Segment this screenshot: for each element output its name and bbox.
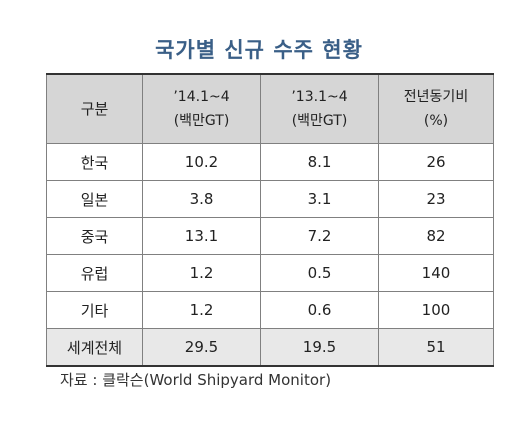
total-2013-value: 19.5 bbox=[260, 328, 379, 367]
header-2014: ’14.1~4 (백만GT) bbox=[142, 73, 261, 144]
table-row: 일본 3.8 3.1 23 bbox=[46, 180, 494, 218]
table-row: 유럽 1.2 0.5 140 bbox=[46, 254, 494, 292]
header-2013-period: ’13.1~4 bbox=[291, 89, 348, 105]
row-yoy-value: 100 bbox=[378, 291, 494, 329]
row-yoy-value: 82 bbox=[378, 217, 494, 255]
row-2013-value: 3.1 bbox=[260, 180, 379, 218]
row-yoy-value: 23 bbox=[378, 180, 494, 218]
row-country: 일본 bbox=[46, 180, 143, 218]
header-2013-unit: (백만GT) bbox=[291, 113, 348, 129]
total-label: 세계전체 bbox=[46, 328, 143, 367]
row-2014-value: 10.2 bbox=[142, 143, 261, 181]
row-2014-value: 1.2 bbox=[142, 291, 261, 329]
header-category-label: 구분 bbox=[80, 100, 109, 118]
source-note: 자료 : 클락슨(World Shipyard Monitor) bbox=[60, 371, 332, 389]
header-yoy-unit: (%) bbox=[423, 113, 449, 129]
row-yoy-value: 26 bbox=[378, 143, 494, 181]
row-yoy-value: 140 bbox=[378, 254, 494, 292]
header-2013: ’13.1~4 (백만GT) bbox=[260, 73, 379, 144]
row-country: 한국 bbox=[46, 143, 143, 181]
header-yoy: 전년동기비 (%) bbox=[378, 73, 494, 144]
total-yoy-value: 51 bbox=[378, 328, 494, 367]
row-2013-value: 8.1 bbox=[260, 143, 379, 181]
row-2014-value: 1.2 bbox=[142, 254, 261, 292]
header-row: 구분 ’14.1~4 (백만GT) ’13.1~4 (백만GT) 전년동기비 (… bbox=[46, 73, 494, 144]
row-2014-value: 13.1 bbox=[142, 217, 261, 255]
header-2014-unit: (백만GT) bbox=[173, 113, 230, 129]
row-country: 유럽 bbox=[46, 254, 143, 292]
row-2013-value: 0.6 bbox=[260, 291, 379, 329]
total-2014-value: 29.5 bbox=[142, 328, 261, 367]
table-row: 한국 10.2 8.1 26 bbox=[46, 143, 494, 181]
total-row: 세계전체 29.5 19.5 51 bbox=[46, 328, 494, 367]
table-row: 기타 1.2 0.6 100 bbox=[46, 291, 494, 329]
row-country: 기타 bbox=[46, 291, 143, 329]
header-2014-period: ’14.1~4 bbox=[173, 89, 230, 105]
header-yoy-label: 전년동기비 bbox=[403, 89, 469, 105]
row-country: 중국 bbox=[46, 217, 143, 255]
table-title: 국가별 신규 수주 현황 bbox=[155, 38, 363, 62]
row-2013-value: 0.5 bbox=[260, 254, 379, 292]
row-2013-value: 7.2 bbox=[260, 217, 379, 255]
header-category: 구분 bbox=[46, 73, 143, 144]
table-row: 중국 13.1 7.2 82 bbox=[46, 217, 494, 255]
orders-table: 구분 ’14.1~4 (백만GT) ’13.1~4 (백만GT) 전년동기비 (… bbox=[46, 73, 494, 367]
row-2014-value: 3.8 bbox=[142, 180, 261, 218]
